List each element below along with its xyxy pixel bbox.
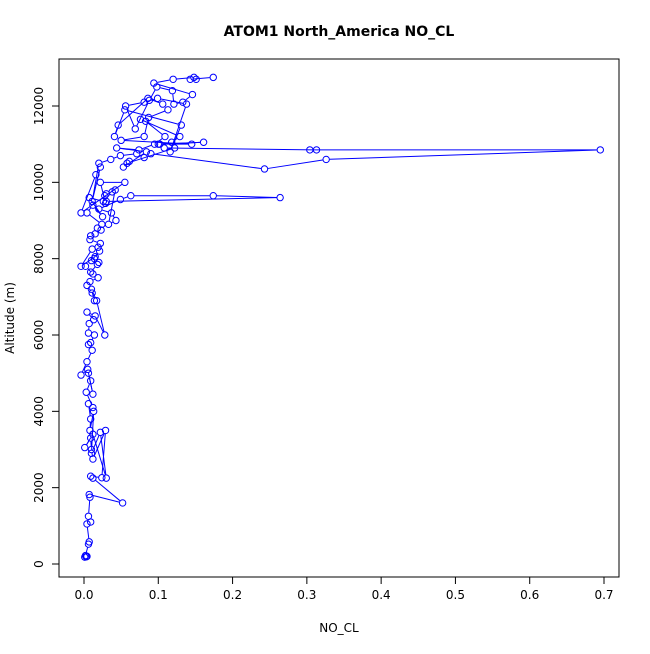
y-tick-label: 10000: [32, 163, 46, 201]
x-tick-label: 0.1: [149, 588, 168, 602]
x-tick-label: 0.0: [74, 588, 93, 602]
x-tick-label: 0.7: [594, 588, 613, 602]
series-line-segment: [112, 222, 113, 223]
x-tick-label: 0.6: [520, 588, 539, 602]
series-line-segment: [173, 94, 174, 100]
y-tick-label: 12000: [32, 87, 46, 125]
y-tick-label: 4000: [32, 396, 46, 427]
x-tick-label: 0.2: [223, 588, 242, 602]
y-tick-label: 8000: [32, 243, 46, 274]
y-axis-label: Altitude (m): [3, 282, 17, 354]
x-tick-label: 0.5: [446, 588, 465, 602]
y-tick-label: 0: [32, 560, 46, 568]
x-axis-label: NO_CL: [319, 621, 359, 635]
y-tick-label: 6000: [32, 320, 46, 351]
chart-title: ATOM1 North_America NO_CL: [224, 24, 455, 40]
x-tick-label: 0.3: [297, 588, 316, 602]
y-tick-label: 2000: [32, 472, 46, 503]
series-line-segment: [92, 338, 93, 339]
x-tick-label: 0.4: [372, 588, 391, 602]
